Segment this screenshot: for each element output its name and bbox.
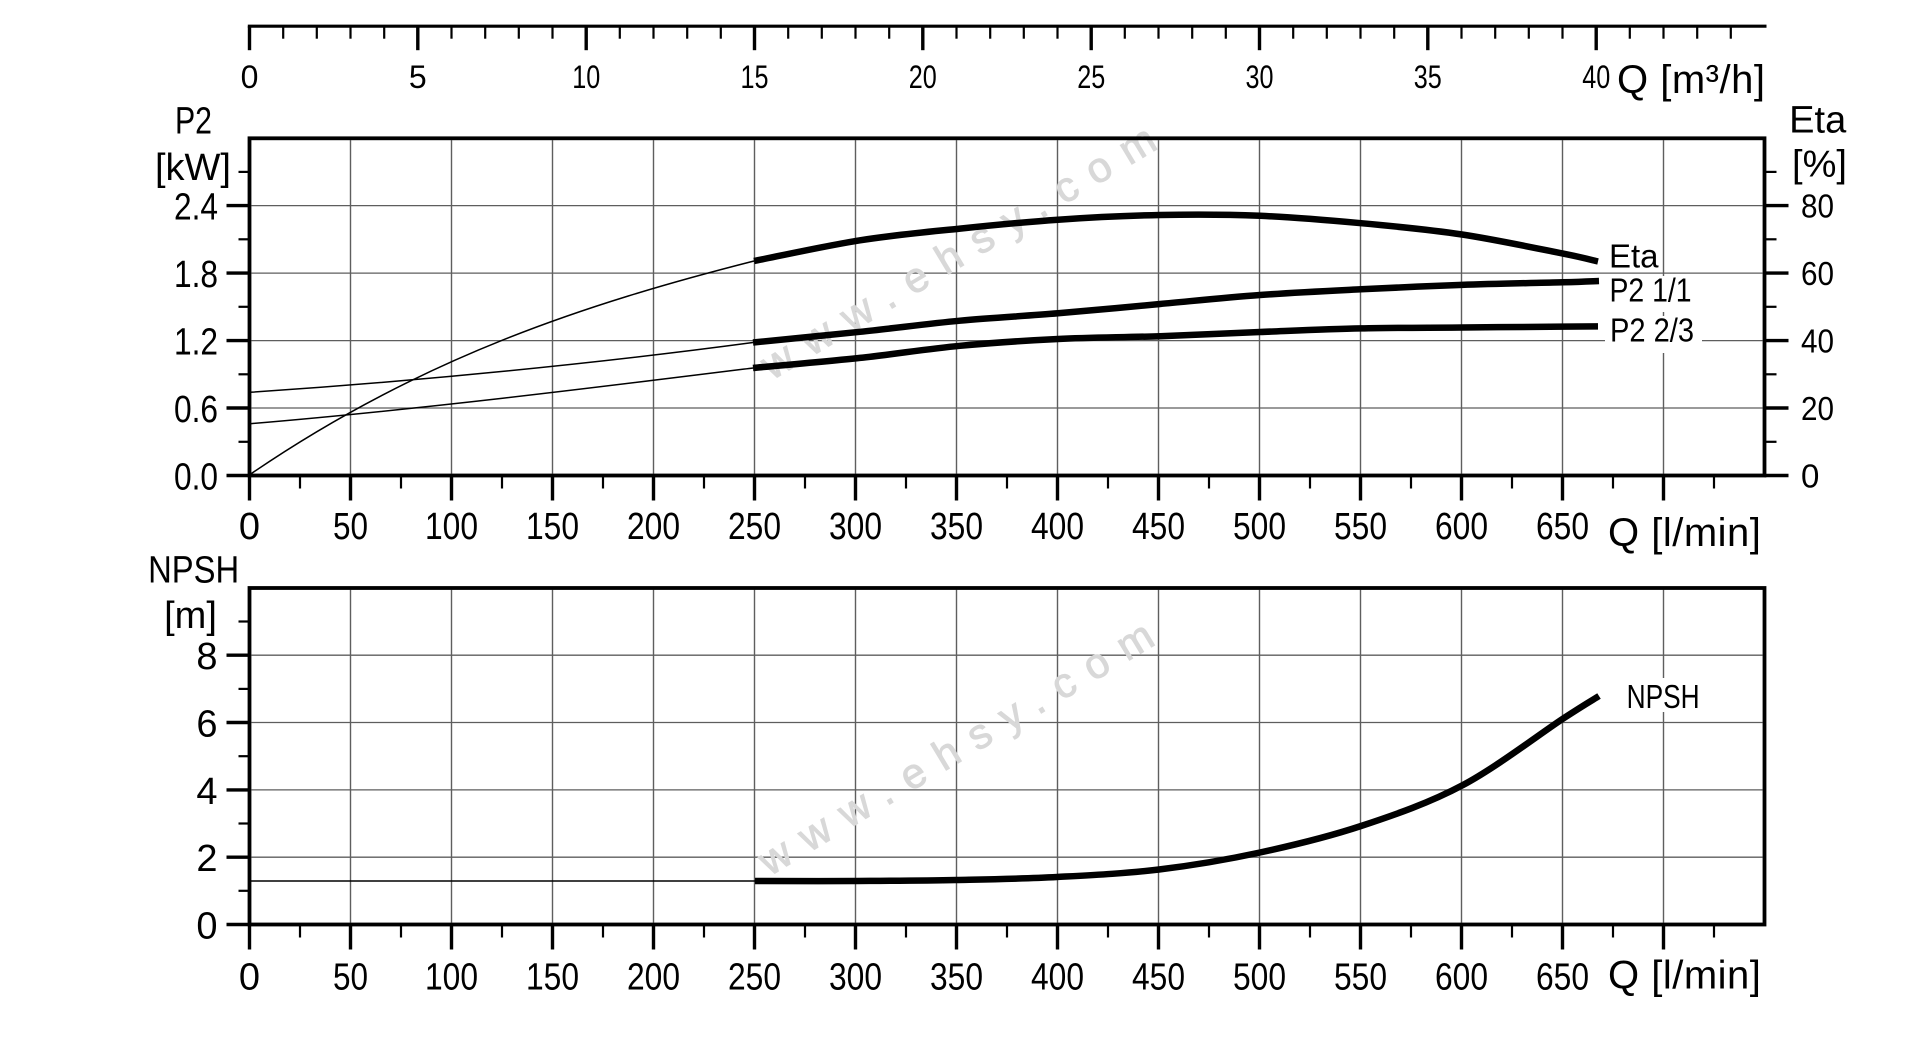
svg-text:25: 25 [1077, 59, 1105, 95]
svg-text:300: 300 [829, 956, 882, 998]
svg-text:35: 35 [1414, 59, 1442, 95]
svg-text:0: 0 [241, 59, 259, 95]
svg-text:[m]: [m] [164, 595, 217, 637]
svg-text:250: 250 [728, 956, 781, 998]
svg-text:450: 450 [1132, 506, 1185, 548]
svg-text:0.6: 0.6 [174, 389, 218, 431]
svg-text:600: 600 [1435, 506, 1488, 548]
svg-text:150: 150 [526, 956, 579, 998]
svg-text:6: 6 [196, 704, 217, 746]
svg-text:650: 650 [1536, 506, 1589, 548]
svg-text:0: 0 [1801, 458, 1819, 495]
svg-text:550: 550 [1334, 956, 1387, 998]
svg-text:Q [m³/h]: Q [m³/h] [1617, 58, 1765, 102]
svg-text:2: 2 [196, 838, 217, 880]
svg-text:NPSH: NPSH [1627, 678, 1700, 715]
svg-text:30: 30 [1246, 59, 1274, 95]
svg-text:P2 1/1: P2 1/1 [1610, 271, 1692, 308]
svg-text:2.4: 2.4 [174, 187, 218, 229]
svg-text:P2 2/3: P2 2/3 [1610, 312, 1694, 349]
svg-text:Eta: Eta [1789, 100, 1847, 142]
svg-text:8: 8 [196, 636, 217, 678]
svg-text:Eta: Eta [1609, 238, 1659, 275]
svg-text:400: 400 [1031, 506, 1084, 548]
svg-text:650: 650 [1536, 956, 1589, 998]
svg-text:100: 100 [425, 956, 478, 998]
svg-text:350: 350 [930, 956, 983, 998]
svg-text:0: 0 [196, 906, 217, 948]
svg-text:5: 5 [409, 59, 427, 95]
svg-text:0: 0 [239, 506, 260, 548]
svg-text:500: 500 [1233, 506, 1286, 548]
svg-text:1.2: 1.2 [174, 322, 218, 364]
svg-text:150: 150 [526, 506, 579, 548]
svg-text:[%]: [%] [1792, 144, 1847, 186]
svg-text:4: 4 [196, 771, 217, 813]
svg-text:10: 10 [572, 59, 600, 95]
svg-text:20: 20 [1801, 390, 1834, 427]
svg-text:[kW]: [kW] [155, 147, 231, 189]
svg-text:0: 0 [239, 956, 260, 998]
svg-text:100: 100 [425, 506, 478, 548]
svg-text:600: 600 [1435, 956, 1488, 998]
svg-text:15: 15 [741, 59, 769, 95]
svg-text:1.8: 1.8 [174, 254, 218, 296]
svg-text:350: 350 [930, 506, 983, 548]
svg-text:450: 450 [1132, 956, 1185, 998]
svg-text:P2: P2 [175, 101, 212, 143]
svg-text:500: 500 [1233, 956, 1286, 998]
svg-text:40: 40 [1582, 59, 1610, 95]
svg-text:200: 200 [627, 956, 680, 998]
svg-text:Q [l/min]: Q [l/min] [1608, 511, 1761, 555]
svg-text:300: 300 [829, 506, 882, 548]
svg-text:250: 250 [728, 506, 781, 548]
svg-text:550: 550 [1334, 506, 1387, 548]
svg-text:400: 400 [1031, 956, 1084, 998]
svg-text:60: 60 [1801, 255, 1834, 292]
svg-text:200: 200 [627, 506, 680, 548]
svg-text:Q [l/min]: Q [l/min] [1608, 954, 1761, 998]
svg-text:50: 50 [333, 956, 368, 998]
svg-text:0.0: 0.0 [174, 457, 218, 499]
svg-text:40: 40 [1801, 323, 1834, 360]
svg-text:50: 50 [333, 506, 368, 548]
svg-text:NPSH: NPSH [148, 549, 239, 591]
svg-text:20: 20 [909, 59, 937, 95]
svg-text:80: 80 [1801, 188, 1834, 225]
